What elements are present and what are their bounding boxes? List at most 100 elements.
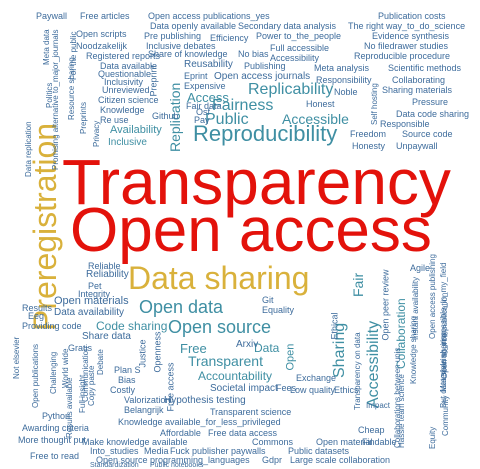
word-github: Github (152, 111, 179, 121)
word-no-filedrawer-studies: No filedrawer studies (364, 41, 449, 51)
word-open: Open (284, 343, 297, 371)
word-belangrijk: Belangrijk (124, 405, 164, 415)
word-open-peer-review: Open peer review (380, 269, 391, 341)
word-no-bias: No bias (238, 49, 269, 59)
word-promising-alternative: Promising alternative to_major_journals (51, 29, 60, 170)
word-large-scale-collaboration: Large scale collaboration (290, 455, 391, 465)
word-share-data: Share data (82, 331, 131, 342)
word-plan-s: Plan S (114, 365, 141, 375)
word-media: Media (144, 446, 169, 456)
word-evidence-synthesis: Evidence synthesis (372, 31, 450, 41)
word-cheap: Cheap (358, 425, 385, 435)
word-gratis: Gratis (68, 343, 93, 353)
word-challenging: Challenging (49, 351, 58, 394)
word-transparency: Transparency (62, 146, 451, 218)
word-publication-costs: Publication costs (378, 11, 446, 21)
word-ethical: Ethical (329, 312, 340, 340)
word-publishing: Publishing (244, 61, 286, 71)
word-reliability: Reliability (86, 269, 129, 280)
word-equality: Equality (262, 305, 295, 315)
word-impact: Impact (366, 401, 391, 410)
word-open-access-publishing: Open access publishing (428, 254, 437, 339)
word-reliable: Reliable (88, 261, 121, 271)
word-inclusive-debates: Inclusive debates (146, 41, 216, 51)
word-expensive: Expensive (184, 81, 226, 91)
word-code-sharing: Code sharing (96, 319, 168, 333)
word-pay: Pay (194, 115, 210, 125)
word-fair-data: Fair data (186, 101, 222, 111)
word-access: Access (187, 90, 229, 105)
word-citizen-science: Citizen science (98, 95, 159, 105)
word-osf: Osf (196, 107, 211, 117)
word-accountability: Accountability (198, 369, 273, 383)
word-valorization: Valorization (124, 395, 171, 405)
word-sharing-materials: Sharing materials (382, 85, 453, 95)
word-eeg: Eeg (28, 311, 45, 321)
word-knowledge-available-less-privileged: Knowledge available_for_less_privileged (118, 417, 281, 427)
word-resource-sharing: Resource sharing (67, 57, 76, 120)
word-open-material: Open material (316, 437, 373, 447)
word-unpaywall: Unpaywall (396, 141, 438, 151)
word-awarding-criteria: Awarding criteria (22, 423, 89, 433)
word-honest: Honest (306, 99, 335, 109)
word-hassle-team-science: Hassle team science (397, 374, 406, 448)
word-paywall: Paywall (36, 11, 68, 21)
word-make-knowledge-available: Make knowledge available (82, 437, 188, 447)
word-equity: Equity (428, 426, 437, 449)
word-arxiv: Arxiv (236, 339, 259, 350)
word-into-studies: Into_studies (90, 446, 139, 456)
word-responsibility: Responsibility (316, 75, 372, 85)
word-inclusivity: Inclusivity (104, 77, 144, 87)
word-open-data: Open data (139, 297, 224, 317)
word-open-source-programming: Open source programming_languages (96, 455, 250, 465)
word-reusability: Reusability (184, 59, 233, 70)
word-meta-data: Meta data (42, 29, 51, 65)
word-hypothesis-testing: Hypothesis testing (164, 395, 246, 406)
word-debate: Debate (96, 349, 105, 375)
word-agile: Agile (410, 263, 431, 273)
word-efficiency: Efficiency (210, 33, 249, 43)
word-replicability: Replicability (248, 81, 334, 98)
word-data: Data (254, 341, 280, 355)
word-providing-code: Providing code (22, 321, 82, 331)
word-questionable: Questionable (98, 69, 152, 79)
word-accessible: Accessible (282, 111, 349, 127)
word-free-to-read: Free to read (30, 451, 80, 461)
word-fees: Fees (276, 383, 297, 393)
word-not-elsevier: Not elsevier (12, 336, 21, 379)
word-gdpr: Gdpr (262, 455, 283, 465)
word-freedom: Freedom (350, 129, 387, 139)
word-public: Public (205, 111, 249, 128)
word-more-thought-put: More thought put (18, 435, 87, 445)
word-openness: Openness (152, 331, 163, 373)
word-transparent: Transparent (188, 353, 263, 369)
word-accessibility-small: Accessibility (270, 53, 320, 63)
word-share-of-knowledge: Share of knowledge (148, 49, 228, 59)
word-registered-reports: Registered reports (86, 51, 161, 61)
word-public-notebooks: Public notebooks (150, 462, 204, 469)
word-data-code-sharing: Data code sharing (396, 109, 470, 119)
word-re-use: Re use (100, 115, 129, 125)
word-inclusive: Inclusive (108, 137, 147, 148)
word-open-publications: Open publications (31, 343, 40, 408)
word-free: Free (180, 341, 207, 356)
word-meta-analysis: Meta analysis (314, 63, 370, 73)
word-reproducible-procedure: Reproducible procedure (354, 51, 451, 61)
word-data-sharing: Data sharing (128, 260, 310, 296)
word-open-access-publications-yes: Open access publications_yes (148, 11, 270, 21)
word-costly: Costly (110, 385, 136, 395)
word-right-way-to-do-science: The right way_to_do_science (348, 21, 466, 31)
word-findable: Findable (362, 437, 397, 447)
word-preprints: Preprints (79, 101, 88, 134)
word-availability: Availability (110, 124, 162, 136)
word-noodzakelijk: Noodzakelijk (76, 41, 128, 51)
word-integrity: Integrity (78, 289, 111, 299)
word-standardization: Standardization (90, 462, 139, 469)
word-results-available: Results available (65, 377, 74, 438)
word-source-code: Source code (402, 129, 453, 139)
word-reproducibility: Reproducibility (193, 121, 338, 146)
word-commons: Commons (252, 437, 294, 447)
word-data-replication: Data replication (24, 121, 33, 177)
word-instant-availability: Instant availability (411, 276, 420, 340)
